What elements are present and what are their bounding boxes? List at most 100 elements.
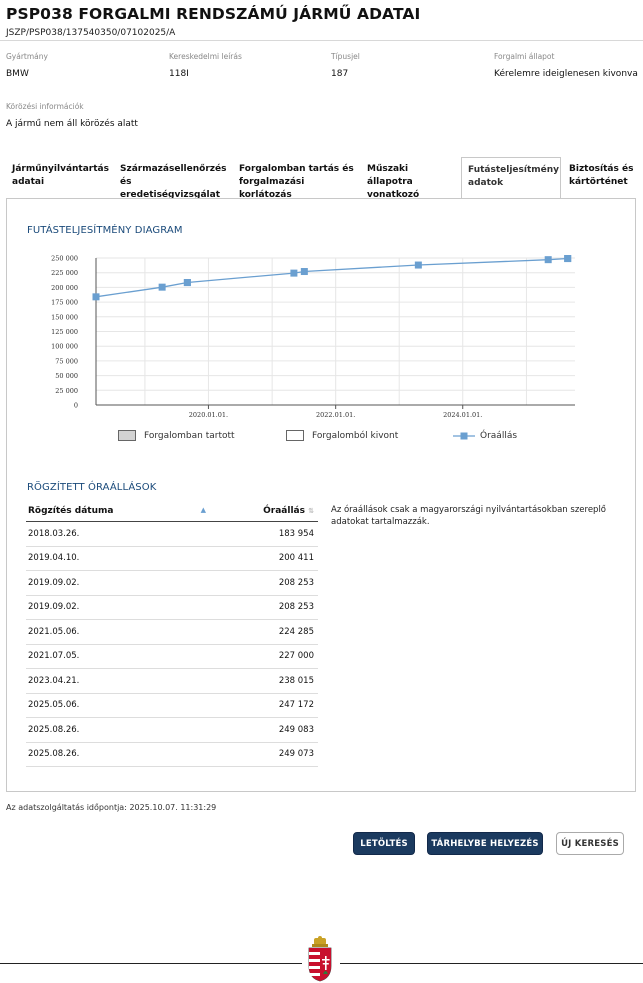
tab-bar: Járműnyilvántartás adatai Származásellen… [6,157,643,213]
odometer-point [564,255,572,263]
odometer-point [183,279,191,287]
mileage-panel: FUTÁSTELJESÍTMÉNY DIAGRAM 0 25 000 50 000 7… [6,198,636,792]
table-row: 2025.08.26. 249 083 [26,717,318,743]
type-value: 187 [331,69,349,79]
wanted-info: Körözési információk A jármű nem áll kör… [6,102,138,129]
cell-date: 2023.04.21. [26,668,210,694]
odometer-point [92,293,100,301]
vertical-grid [144,258,527,405]
manufacturer-label: Gyártmány [6,52,48,61]
wanted-value: A jármű nem áll körözés alatt [6,119,138,129]
model-info: Kereskedelmi leírás 118I [169,52,242,79]
tab-label-line1: Származásellenőrzés [120,164,227,174]
chart-section-title: FUTÁSTELJESÍTMÉNY DIAGRAM [27,225,183,236]
cell-value: 208 253 [209,570,318,596]
legend-in-traffic: Forgalomban tartott [144,431,235,441]
divider [0,40,643,41]
legend-swatch-withdrawn [286,430,304,441]
odometer-points [92,255,572,301]
table-row: 2025.08.26. 249 073 [26,742,318,767]
y-tick-labels: 0 25 000 50 000 75 000 100 000 125 000 150 000… [51,255,78,410]
y-tick-label: 0 [74,402,78,410]
type-label: Típusjel [331,52,360,61]
col-header-date[interactable]: Rögzítés dátuma ▲ [26,501,210,522]
legend-swatch-in-traffic [118,430,136,441]
table-row: 2023.04.21. 238 015 [26,668,318,694]
tab-label-line2: adatai [12,177,45,187]
x-tick-label: 2020.01.01. [189,411,228,419]
y-tick-label: 50 000 [55,372,78,380]
y-tick-label: 175 000 [51,299,78,307]
cell-date: 2021.07.05. [26,644,210,669]
download-button[interactable]: LETÖLTÉS [353,832,415,855]
type-info: Típusjel 187 [331,52,360,79]
tab-label-line2: és eredetiségvizsgálat [120,177,221,200]
y-tick-label: 250 000 [51,255,78,263]
tab-label-line1: Járműnyilvántartás [12,164,109,174]
cell-value: 238 015 [209,668,318,694]
footer-divider-left [0,963,302,964]
y-tick-label: 150 000 [51,313,78,321]
legend-swatch-odometer [453,432,475,440]
tab-vehicle-registry[interactable]: Járműnyilvántartás adatai [6,157,114,197]
table-row: 2018.03.26. 183 954 [26,521,318,547]
col-header-value-label: Óraállás [263,506,305,516]
y-tick-label: 200 000 [51,284,78,292]
y-tick-label: 75 000 [55,357,78,365]
tab-label-line1: Futásteljesítmény [468,165,560,175]
cell-date: 2019.09.02. [26,570,210,596]
odometer-series-line [95,257,568,298]
odometer-point [300,268,308,276]
tab-label-line2: forgalmazási korlátozás [239,177,305,200]
model-value: 118I [169,69,189,79]
new-search-button[interactable]: ÚJ KERESÉS [556,832,624,855]
tab-technical-condition[interactable]: Műszaki állapotra vonatkozó adatok [361,157,461,213]
status-info: Forgalmi állapot Kérelemre ideiglenesen … [494,52,638,79]
tab-origin-check[interactable]: Származásellenőrzés és eredetiségvizsgál… [114,157,233,200]
document-id: JSZP/PSP038/137540350/07102025/A [6,28,176,38]
table-header-row: Rögzítés dátuma ▲ Óraállás ⇅ [26,501,318,522]
mileage-note: Az óraállások csak a magyarországi nyilv… [331,505,607,527]
cell-date: 2018.03.26. [26,521,210,547]
y-tick-label: 225 000 [51,269,78,277]
cell-value: 200 411 [209,546,318,571]
cell-date: 2025.08.26. [26,742,210,767]
model-label: Kereskedelmi leírás [169,52,242,61]
y-tick-label: 100 000 [51,343,78,351]
cell-date: 2021.05.06. [26,619,210,645]
footer-divider-right [340,963,643,964]
data-timestamp: Az adatszolgáltatás időpontja: 2025.10.0… [6,803,217,812]
x-tick-label: 2022.01.01. [316,411,355,419]
col-header-date-label: Rögzítés dátuma [28,506,114,516]
y-tick-label: 125 000 [51,328,78,336]
store-button[interactable]: TÁRHELYBE HELYEZÉS [427,832,543,855]
tab-label-line1: Műszaki állapotra [367,164,413,187]
tab-mileage[interactable]: Futásteljesítmény adatok [461,157,561,199]
hungarian-coat-of-arms-icon [308,936,332,982]
col-header-value[interactable]: Óraállás ⇅ [209,501,318,522]
wanted-label: Körözési információk [6,102,84,111]
table-row: 2021.07.05. 227 000 [26,644,318,669]
table-row: 2021.05.06. 224 285 [26,619,318,645]
odometer-point [158,283,166,291]
tab-label-line2: kártörténet [569,177,628,187]
odometer-point [290,269,298,277]
cell-value: 249 073 [209,742,318,767]
readings-table: Rögzítés dátuma ▲ Óraállás ⇅ 2018.03.26.… [26,501,318,767]
table-row: 2019.09.02. 208 253 [26,595,318,620]
tab-traffic-restrictions[interactable]: Forgalomban tartás és forgalmazási korlá… [233,157,361,200]
status-value: Kérelemre ideiglenesen kivonva [494,69,638,79]
sort-both-icon: ⇅ [308,507,314,515]
tab-label-line2: adatok [468,178,504,188]
cell-value: 208 253 [209,595,318,620]
table-row: 2025.05.06. 247 172 [26,693,318,718]
cell-value: 183 954 [209,521,318,547]
odometer-point [544,256,552,264]
table-row: 2019.04.10. 200 411 [26,546,318,571]
cell-value: 224 285 [209,619,318,645]
manufacturer-info: Gyártmány BMW [6,52,48,79]
manufacturer-value: BMW [6,69,29,79]
cell-date: 2025.08.26. [26,717,210,743]
table-row: 2019.09.02. 208 253 [26,570,318,596]
tab-insurance[interactable]: Biztosítás és kártörténet [563,157,643,197]
